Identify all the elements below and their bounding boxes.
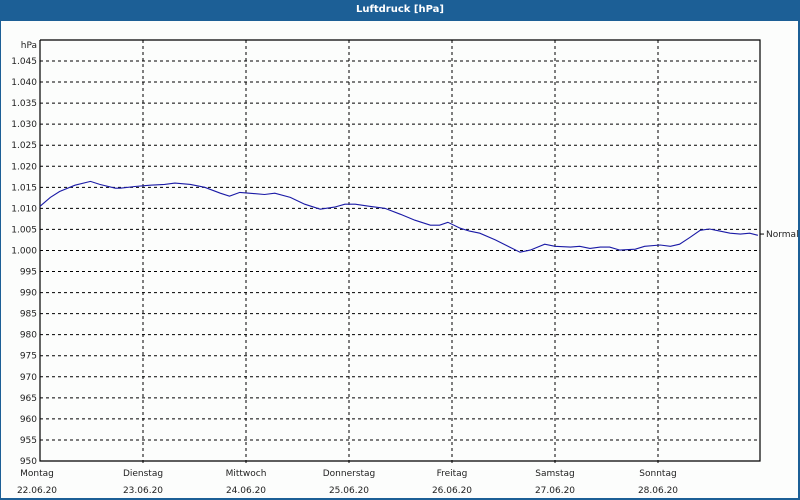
y-tick-label: 1.010 — [11, 204, 37, 214]
x-tick-date: 27.06.20 — [535, 486, 575, 496]
x-tick-day: Dienstag — [123, 469, 163, 479]
y-tick-label: 975 — [20, 352, 37, 362]
x-tick-day: Sonntag — [639, 469, 676, 479]
x-tick-day: Donnerstag — [323, 469, 376, 479]
x-tick-date: 28.06.20 — [638, 486, 678, 496]
y-tick-label: 995 — [20, 268, 37, 278]
y-tick-label: 990 — [20, 289, 37, 299]
normal-label: Normal — [766, 230, 799, 240]
x-tick-day: Samstag — [535, 469, 574, 479]
y-tick-label: 980 — [20, 331, 37, 341]
y-tick-label: 965 — [20, 394, 37, 404]
plot-frame — [39, 39, 761, 462]
x-tick-date: 23.06.20 — [123, 486, 163, 496]
x-tick-date: 22.06.20 — [17, 486, 57, 496]
x-tick-day: Mittwoch — [226, 469, 267, 479]
y-tick-label: 1.020 — [11, 162, 37, 172]
y-tick-label: 1.025 — [11, 141, 37, 151]
y-tick-label: 1.040 — [11, 78, 37, 88]
y-tick-label: 955 — [20, 436, 37, 446]
x-tick-day: Freitag — [437, 469, 468, 479]
y-tick-label: 950 — [20, 457, 37, 467]
x-tick-day: Montag — [20, 469, 54, 479]
y-tick-label: 985 — [20, 310, 37, 320]
y-tick-label: 1.035 — [11, 99, 37, 109]
x-tick-date: 25.06.20 — [329, 486, 369, 496]
y-tick-label: 970 — [20, 373, 37, 383]
x-tick-date: 24.06.20 — [226, 486, 266, 496]
pressure-line — [39, 180, 759, 253]
y-tick-label: 1.030 — [11, 120, 37, 130]
x-tick-date: 26.06.20 — [432, 486, 472, 496]
y-tick-label: 1.015 — [11, 183, 37, 193]
y-tick-label: 1.000 — [11, 246, 37, 256]
chart-title: Luftdruck [hPa] — [0, 0, 800, 21]
y-tick-label: 960 — [20, 415, 37, 425]
y-axis-unit: hPa — [21, 41, 37, 51]
y-tick-label: 1.045 — [11, 57, 37, 67]
y-tick-label: 1.005 — [11, 225, 37, 235]
